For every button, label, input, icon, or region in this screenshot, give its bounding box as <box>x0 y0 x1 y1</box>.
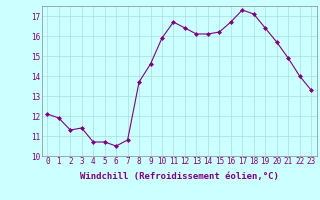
X-axis label: Windchill (Refroidissement éolien,°C): Windchill (Refroidissement éolien,°C) <box>80 172 279 181</box>
